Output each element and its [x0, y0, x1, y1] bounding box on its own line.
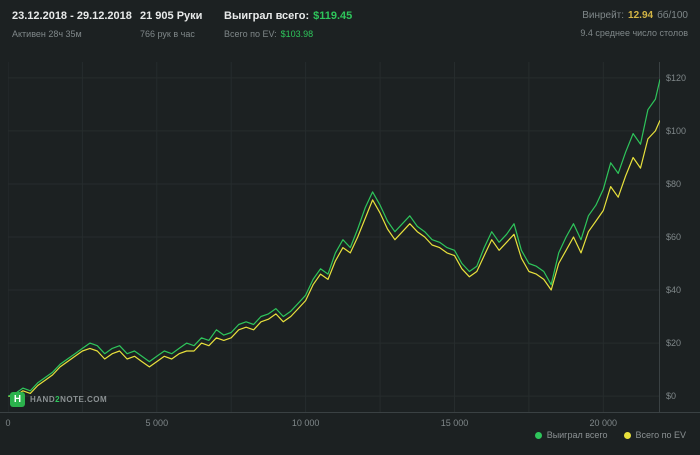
- hand2note-logo-icon: H: [10, 392, 25, 407]
- active-time: Активен 28ч 35м: [12, 29, 82, 39]
- hand2note-logo-text: HAND2NOTE.COM: [30, 395, 107, 404]
- logo-text-prefix: HAND: [30, 395, 56, 404]
- won-total-line: Выиграл всего: $119.45: [224, 10, 352, 22]
- winrate-group: Винрейт: 12.94 бб/100 9.4 среднее число ст…: [580, 10, 688, 38]
- winnings-chart[interactable]: [8, 62, 660, 412]
- hands-per-hour: 766 рук в час: [140, 29, 195, 39]
- hands-group: 21 905 Руки 766 рук в час: [140, 10, 202, 39]
- hands-count: 21 905 Руки: [140, 10, 203, 22]
- winrate-line: Винрейт: 12.94 бб/100: [580, 10, 688, 21]
- winrate-value: 12.94: [628, 10, 654, 21]
- y-tick-label: $60: [666, 232, 682, 242]
- winrate-label: Винрейт:: [582, 10, 625, 21]
- x-tick-label: 5 000: [145, 418, 169, 428]
- won-total-legend-label: Выиграл всего: [546, 430, 608, 440]
- x-tick-label: 0: [5, 418, 11, 428]
- hand2note-logo: H HAND2NOTE.COM: [10, 392, 107, 407]
- won-total-label: Выиграл всего:: [224, 10, 310, 22]
- plot-region[interactable]: [8, 62, 660, 412]
- y-tick-label: $80: [666, 178, 682, 189]
- ev-total-legend-label: Всего по EV: [635, 430, 686, 440]
- logo-text-two: 2: [55, 395, 61, 404]
- winrate-unit: бб/100: [657, 10, 688, 21]
- x-tick-label: 20 000: [589, 418, 618, 428]
- legend-item-ev-total[interactable]: Всего по EV: [623, 430, 686, 440]
- session-summary-header: 23.12.2018 - 29.12.2018 Активен 28ч 35м …: [0, 0, 700, 56]
- y-tick-label: $0: [666, 391, 677, 402]
- won-total-legend-dot: [534, 431, 542, 439]
- winnings-chart-area: $0 $20 $40 $60 $80 $100 $120 0 5 000 10 000 15 00…: [0, 56, 700, 455]
- winnings-group: Выиграл всего: $119.45 Всего по EV: $103.9…: [224, 10, 352, 39]
- y-tick-label: $120: [666, 72, 687, 83]
- ev-total-line: Всего по EV: $103.98: [224, 29, 352, 39]
- legend-item-won-total[interactable]: Выиграл всего: [534, 430, 608, 440]
- ev-total-label: Всего по EV:: [224, 29, 277, 39]
- x-tick-label: 15 000: [440, 418, 469, 428]
- date-range-group: 23.12.2018 - 29.12.2018 Активен 28ч 35м: [12, 10, 132, 39]
- won-total-value: $119.45: [313, 10, 353, 22]
- chart-legend: Выиграл всего Всего по EV: [534, 430, 686, 440]
- y-tick-label: $100: [666, 125, 687, 136]
- x-axis-line: [0, 412, 700, 413]
- y-tick-label: $20: [666, 338, 682, 349]
- x-axis: 0 5 000 10 000 15 000 20 000: [5, 418, 660, 430]
- y-tick-label: $40: [666, 285, 682, 296]
- ev-total-legend-dot: [623, 431, 631, 439]
- date-range: 23.12.2018 - 29.12.2018: [12, 10, 132, 22]
- avg-tables: 9.4 среднее число столов: [580, 28, 688, 38]
- logo-text-suffix: NOTE.COM: [60, 395, 108, 404]
- ev-total-value: $103.98: [280, 29, 314, 39]
- x-tick-label: 10 000: [291, 418, 320, 428]
- y-axis: $0 $20 $40 $60 $80 $100 $120: [666, 62, 698, 412]
